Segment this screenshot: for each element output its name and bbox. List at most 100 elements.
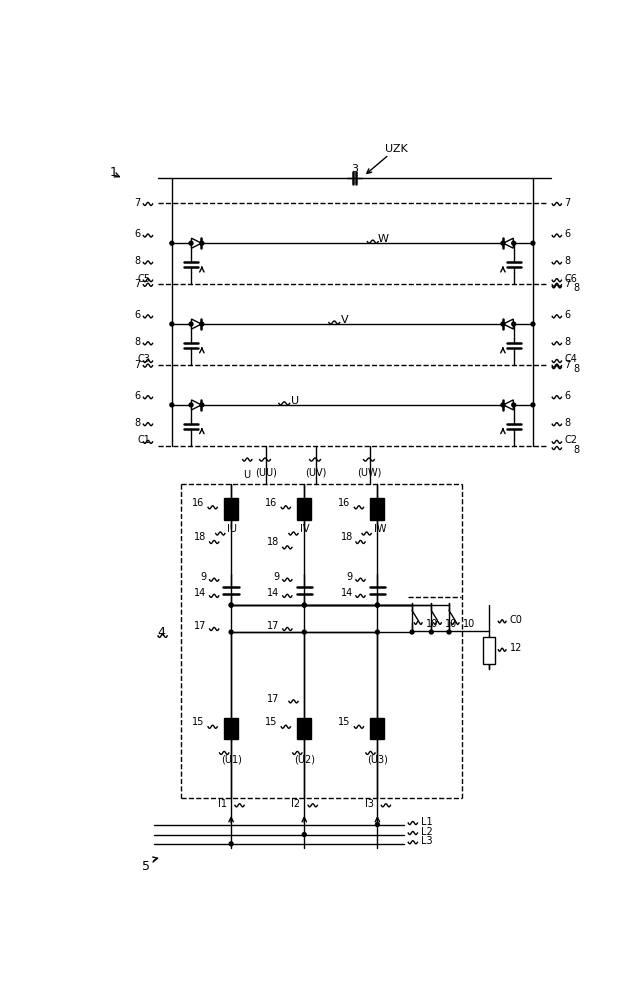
Circle shape — [501, 403, 505, 407]
Text: (U3): (U3) — [367, 754, 388, 764]
Polygon shape — [192, 238, 201, 248]
Text: 18: 18 — [267, 537, 279, 547]
Polygon shape — [504, 319, 513, 329]
Text: 6: 6 — [134, 229, 140, 239]
Circle shape — [200, 403, 204, 407]
Text: L1: L1 — [421, 817, 433, 827]
Text: 14: 14 — [267, 588, 279, 598]
Bar — [224, 718, 238, 739]
Polygon shape — [192, 400, 201, 410]
Text: 9: 9 — [347, 572, 353, 582]
Text: 14: 14 — [340, 588, 353, 598]
Text: 9: 9 — [274, 572, 279, 582]
Text: 17: 17 — [267, 694, 279, 704]
Text: 8: 8 — [134, 337, 140, 347]
Text: (UW): (UW) — [358, 468, 382, 478]
Circle shape — [170, 403, 174, 407]
Text: U: U — [291, 396, 299, 406]
Text: 8: 8 — [574, 364, 580, 374]
Text: 8: 8 — [565, 256, 571, 266]
Text: IU: IU — [227, 524, 237, 534]
Text: IW: IW — [373, 524, 386, 534]
Text: (UU): (UU) — [255, 468, 277, 478]
Text: 6: 6 — [565, 229, 571, 239]
Text: C5: C5 — [137, 274, 150, 284]
Text: L2: L2 — [421, 827, 433, 837]
Circle shape — [531, 403, 535, 407]
Text: 4: 4 — [157, 626, 166, 639]
Circle shape — [229, 842, 233, 846]
Text: C0: C0 — [510, 615, 523, 625]
Text: C2: C2 — [565, 435, 577, 445]
Text: L3: L3 — [421, 836, 433, 846]
Text: C3: C3 — [137, 354, 150, 364]
Text: (U2): (U2) — [294, 754, 315, 764]
Text: 10: 10 — [426, 619, 438, 629]
Circle shape — [200, 322, 204, 326]
Text: 7: 7 — [134, 360, 140, 370]
Text: 17: 17 — [194, 621, 206, 631]
Text: 8: 8 — [134, 256, 140, 266]
Circle shape — [531, 241, 535, 245]
Text: 7: 7 — [134, 279, 140, 289]
Circle shape — [302, 603, 306, 607]
Text: 6: 6 — [565, 391, 571, 401]
Text: 5: 5 — [142, 860, 150, 873]
Circle shape — [375, 630, 379, 634]
Text: 7: 7 — [134, 198, 140, 208]
Text: 16: 16 — [338, 498, 351, 508]
Text: 3: 3 — [351, 164, 358, 174]
Text: (U1): (U1) — [221, 754, 241, 764]
Text: 9: 9 — [201, 572, 206, 582]
Text: 15: 15 — [265, 717, 277, 727]
Text: 6: 6 — [565, 310, 571, 320]
Text: 15: 15 — [192, 717, 204, 727]
Circle shape — [229, 603, 233, 607]
Bar — [370, 498, 384, 520]
Text: 14: 14 — [194, 588, 206, 598]
Text: 18: 18 — [340, 532, 353, 542]
Circle shape — [189, 403, 193, 407]
Circle shape — [229, 630, 233, 634]
Text: 6: 6 — [134, 310, 140, 320]
Circle shape — [302, 603, 306, 607]
Text: I3: I3 — [364, 799, 373, 809]
Circle shape — [512, 322, 516, 326]
Text: 1: 1 — [109, 166, 117, 179]
Circle shape — [501, 241, 505, 245]
Text: 18: 18 — [194, 532, 206, 542]
Text: C1: C1 — [137, 435, 150, 445]
Circle shape — [512, 403, 516, 407]
Bar — [370, 718, 384, 739]
Bar — [224, 498, 238, 520]
Circle shape — [447, 630, 451, 634]
Circle shape — [531, 322, 535, 326]
Circle shape — [429, 630, 433, 634]
Circle shape — [170, 322, 174, 326]
Polygon shape — [504, 400, 513, 410]
Circle shape — [302, 833, 306, 836]
Bar — [483, 637, 495, 664]
Text: 7: 7 — [565, 360, 571, 370]
Text: 7: 7 — [565, 198, 571, 208]
Circle shape — [501, 322, 505, 326]
Text: 8: 8 — [574, 445, 580, 455]
Circle shape — [375, 603, 379, 607]
Text: 16: 16 — [192, 498, 204, 508]
Text: 8: 8 — [134, 418, 140, 428]
Circle shape — [375, 603, 379, 607]
Text: 8: 8 — [574, 283, 580, 293]
Text: I2: I2 — [291, 799, 300, 809]
Circle shape — [189, 322, 193, 326]
Text: 17: 17 — [267, 621, 279, 631]
Text: 10: 10 — [463, 619, 475, 629]
Text: 8: 8 — [565, 337, 571, 347]
Text: C6: C6 — [565, 274, 577, 284]
Circle shape — [229, 603, 233, 607]
Text: 12: 12 — [510, 643, 522, 653]
Text: 10: 10 — [445, 619, 457, 629]
Text: 15: 15 — [338, 717, 351, 727]
Text: I1: I1 — [218, 799, 227, 809]
Text: 8: 8 — [565, 418, 571, 428]
Circle shape — [302, 630, 306, 634]
